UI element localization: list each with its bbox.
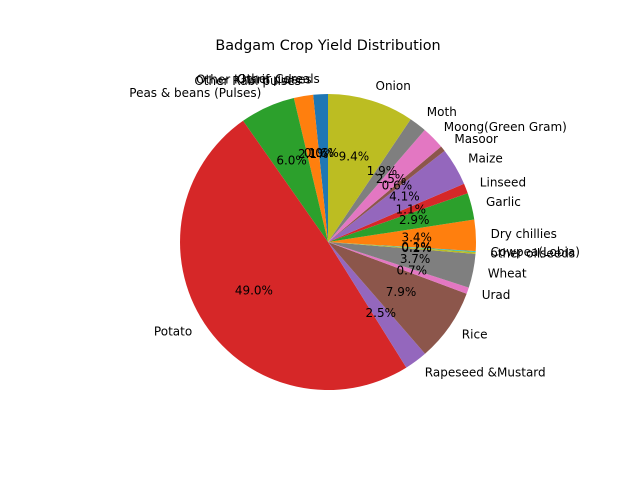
slice-percent-moong-green-gram: 2.5% xyxy=(376,172,407,186)
slice-label-moth: Moth xyxy=(427,105,457,119)
slice-garlic xyxy=(328,193,475,242)
slice-label-rice: Rice xyxy=(462,327,488,341)
slice-onion xyxy=(328,94,411,242)
slice-percent-linseed: 1.1% xyxy=(396,202,427,216)
slice-percent-urad: 0.7% xyxy=(397,264,428,278)
slice-percent-wheat: 3.7% xyxy=(400,252,431,266)
slice-label-onion: Onion xyxy=(376,79,411,93)
slice-label-linseed: Linseed xyxy=(480,176,526,190)
slice-label-cowpea-lobia: Cowpea(Lobia) xyxy=(491,245,580,259)
slice-percent-potato: 49.0% xyxy=(235,284,273,298)
slice-percent-other-cereals: 1.6% xyxy=(308,146,339,160)
slice-label-urad: Urad xyxy=(482,288,511,302)
slice-percent-masoor: 0.6% xyxy=(382,179,413,193)
slice-percent-peas-beans-pulses: 6.0% xyxy=(276,154,307,168)
slice-percent-moth: 1.9% xyxy=(367,164,398,178)
slice-percent-rice: 7.9% xyxy=(386,285,417,299)
slice-percent-maize: 4.1% xyxy=(389,189,420,203)
slice-label-other-kharif-pulses: Other Kharif pulses xyxy=(196,73,311,87)
chart-title: Badgam Crop Yield Distribution xyxy=(215,38,440,54)
slice-label-other-cereals: Other Cereals xyxy=(237,72,320,86)
slice-label-garlic: Garlic xyxy=(486,195,521,209)
slice-label-wheat: Wheat xyxy=(488,266,527,280)
slice-percent-dry-chillies: 3.4% xyxy=(401,230,432,244)
slice-label-peas-beans-pulses: Peas & beans (Pulses) xyxy=(129,86,261,100)
slice-urad xyxy=(328,242,469,294)
slice-dry-chillies xyxy=(328,219,477,252)
slice-label-maize: Maize xyxy=(468,152,503,166)
slice-rice xyxy=(328,242,467,354)
slice-percent-other-oilseeds: 0.2% xyxy=(401,241,432,255)
slice-label-rapeseed-mustard: Rapeseed &Mustard xyxy=(425,365,546,379)
slice-percent-garlic: 2.9% xyxy=(399,213,430,227)
slice-moth xyxy=(328,119,425,242)
slice-percent-onion: 9.4% xyxy=(339,150,370,164)
slice-percent-rapeseed-mustard: 2.5% xyxy=(366,306,397,320)
slice-percent-cowpea-lobia: 0.1% xyxy=(401,240,432,254)
slice-masoor xyxy=(328,146,445,242)
pie-percent-labels: 1.6%0.0%2.1%6.0% 49.0% 2.5% 7.9% 0.7%3.7%0.2… xyxy=(235,146,432,320)
pie-slices xyxy=(180,94,477,390)
slice-label-potato: Potato xyxy=(154,324,192,338)
slice-maize xyxy=(328,150,465,242)
slice-other-oilseeds xyxy=(328,242,476,254)
slice-label-other-oilseeds: other oilseeds xyxy=(490,247,575,261)
slice-label-masoor: Masoor xyxy=(454,132,498,146)
slice-wheat xyxy=(328,242,476,288)
slice-percent-other-rabi-pulses: 2.1% xyxy=(298,147,329,161)
slice-potato xyxy=(180,120,407,390)
slice-percent-other-kharif-pulses: 0.0% xyxy=(304,146,335,160)
slice-moong-green-gram xyxy=(328,129,442,242)
slice-other-rabi-pulses xyxy=(293,94,328,242)
slice-other-cereals xyxy=(313,94,328,242)
slice-label-dry-chillies: Dry chillies xyxy=(491,227,557,241)
slice-linseed xyxy=(328,183,468,242)
slice-rapeseed-mustard xyxy=(328,242,426,368)
slice-peas-beans-pulses xyxy=(243,98,328,242)
slice-label-moong-green-gram: Moong(Green Gram) xyxy=(444,120,567,134)
slice-label-other-rabi-pulses: Other Rabi pulses xyxy=(194,74,301,88)
slice-cowpea-lobia xyxy=(328,242,476,253)
